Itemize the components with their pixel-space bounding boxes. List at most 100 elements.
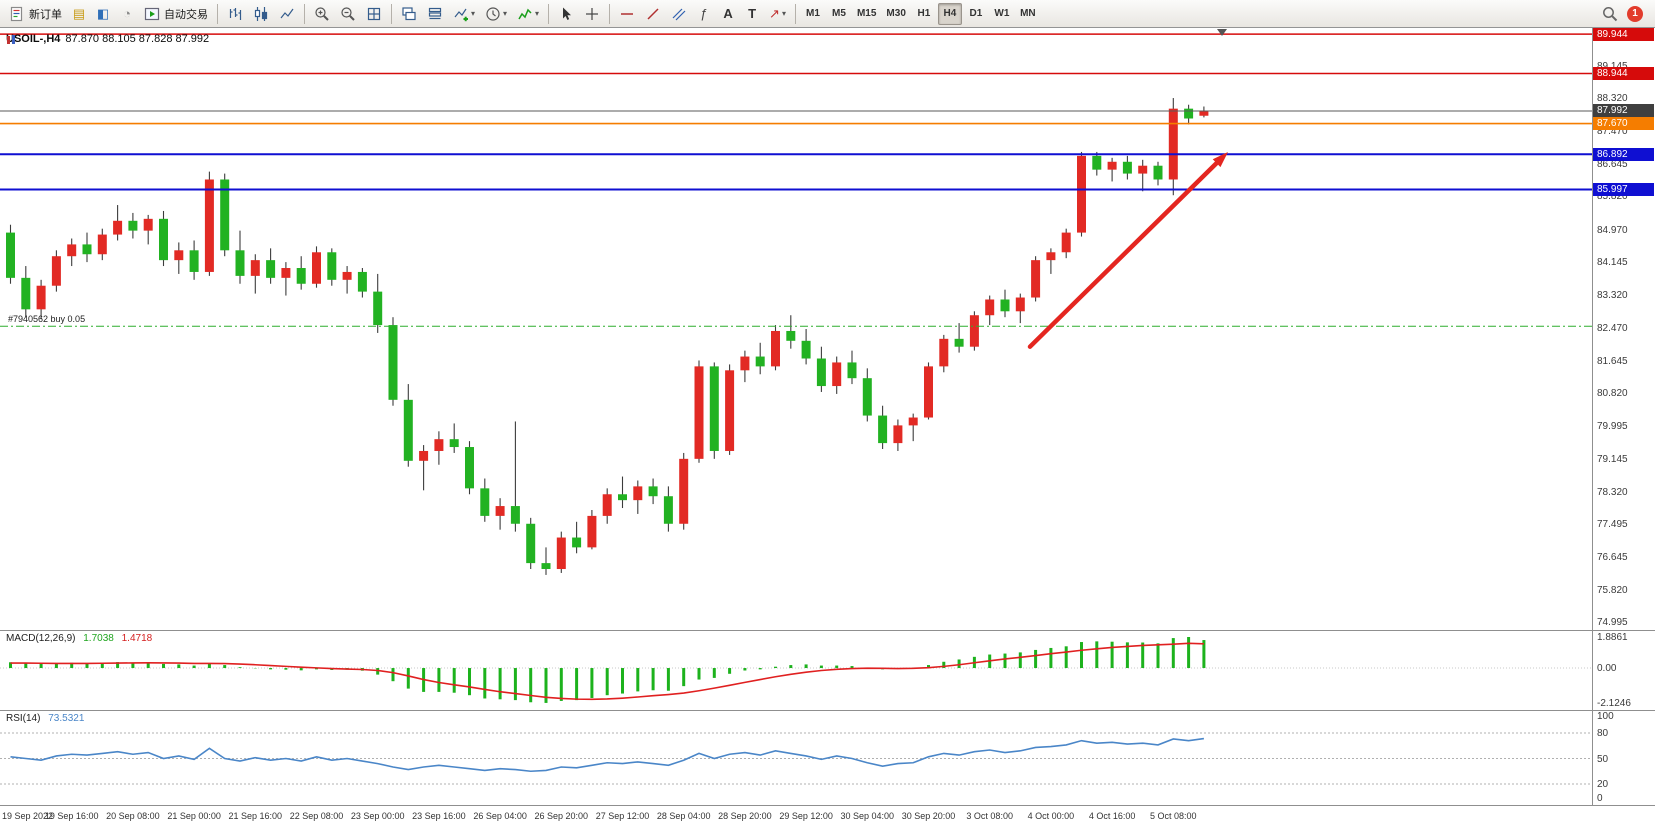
time-label: 4 Oct 00:00 — [1027, 811, 1075, 821]
candle-body — [1153, 165, 1163, 180]
candle-chart-button[interactable] — [249, 3, 273, 25]
price-axis[interactable]: 89.145 88.320 87.470 86.645 85.820 84.970 84.1… — [1593, 28, 1655, 630]
price-tick: 88.320 — [1597, 93, 1628, 105]
channel-icon — [671, 6, 687, 22]
time-label: 19 Sep 2022 — [2, 811, 54, 821]
chart-title-ohlc: 87.870 88.105 87.828 87.992 — [65, 33, 210, 45]
timeframe-m1[interactable]: M1 — [806, 8, 820, 19]
label-icon: T — [748, 6, 757, 21]
candle-body — [1199, 110, 1209, 116]
panel-separator[interactable] — [0, 630, 1655, 631]
candle-body — [1184, 108, 1194, 119]
timeframe-h4[interactable]: H4 — [937, 2, 962, 25]
timeframe-w1[interactable]: W1 — [994, 8, 1010, 19]
time-label: 4 Oct 16:00 — [1088, 811, 1136, 821]
candle-body — [969, 315, 979, 347]
autotrading-button-label: 自动交易 — [164, 8, 208, 21]
rsi-axis-label: 100 — [1597, 711, 1614, 722]
trend-arrow[interactable] — [1027, 160, 1219, 349]
timeframe-m15[interactable]: M15 — [856, 8, 877, 19]
candle-body — [1122, 161, 1132, 174]
candle-body — [740, 356, 750, 371]
search-button[interactable] — [1598, 3, 1622, 25]
market-watch-button[interactable]: ◧ — [92, 3, 114, 25]
text-button[interactable]: A — [717, 3, 739, 25]
candle-body — [954, 338, 964, 347]
channel-button[interactable] — [667, 3, 691, 25]
candle-body — [449, 439, 459, 448]
autotrading-button[interactable]: 自动交易 — [140, 3, 212, 25]
candle-body — [771, 330, 780, 367]
trendline-button[interactable] — [641, 3, 665, 25]
profiles-button[interactable]: ▤ — [68, 3, 90, 25]
rsi-panel — [0, 732, 1592, 785]
horizontal-line-button[interactable] — [615, 3, 639, 25]
timeframe-m5[interactable]: M5 — [832, 8, 846, 19]
price-tick: 79.145 — [1597, 454, 1628, 466]
time-label: 26 Sep 04:00 — [473, 811, 527, 821]
candle-body — [419, 450, 429, 461]
bar-chart-button[interactable] — [223, 3, 247, 25]
zoom-out-button[interactable] — [336, 3, 360, 25]
price-tick: 76.645 — [1597, 552, 1628, 564]
cursor-button[interactable] — [554, 3, 578, 25]
candle-body — [97, 234, 107, 255]
line-chart-icon — [279, 6, 295, 22]
label-button[interactable]: T — [741, 3, 763, 25]
new-chart-button[interactable]: ▾ — [449, 3, 479, 25]
price-tick: 74.995 — [1597, 617, 1628, 629]
candle-body — [725, 370, 735, 451]
crosshair-button[interactable] — [580, 3, 604, 25]
trend-arrow-head[interactable] — [1212, 151, 1228, 168]
candle-body — [113, 220, 123, 235]
chevron-down-icon: ▾ — [471, 9, 476, 18]
arrange-windows-button[interactable] — [397, 3, 421, 25]
timeframe-mn[interactable]: MN — [1020, 8, 1036, 19]
time-axis[interactable]: 19 Sep 2022 19 Sep 16:00 20 Sep 08:00 21 Se… — [0, 806, 1592, 828]
price-tick: 80.820 — [1597, 388, 1628, 400]
candle-body — [801, 340, 811, 359]
zoom-in-button[interactable] — [310, 3, 334, 25]
clock-icon — [485, 6, 501, 22]
candle-body — [1000, 299, 1010, 312]
macd-name: MACD(12,26,9) — [6, 633, 76, 644]
window-list-button[interactable] — [423, 3, 447, 25]
toolbar-separator — [217, 3, 218, 24]
fibonacci-button[interactable]: ƒ — [693, 3, 715, 25]
indicators-button[interactable]: ▾ — [513, 3, 543, 25]
timeframe-d1[interactable]: D1 — [969, 8, 983, 19]
candle-body — [1168, 108, 1178, 180]
candle-body — [908, 417, 918, 426]
chart-title: USOIL-,H4 87.870 88.105 87.828 87.992 — [6, 33, 209, 45]
axis-separator — [1592, 28, 1593, 805]
time-label: 21 Sep 16:00 — [228, 811, 283, 821]
candle-body — [847, 362, 857, 379]
candle-body — [51, 256, 61, 286]
navigator-button[interactable]: ◔ — [116, 3, 138, 25]
candle-body — [510, 506, 520, 524]
candle-body — [1015, 297, 1025, 312]
chart-shift-marker[interactable] — [1217, 29, 1227, 36]
candle-body — [1077, 155, 1086, 233]
tile-windows-button[interactable] — [362, 3, 386, 25]
notification-badge[interactable]: 1 — [1627, 5, 1643, 22]
price-tick: 84.145 — [1597, 257, 1628, 269]
candle-body — [465, 447, 474, 489]
new-order-button[interactable]: 新订单 — [5, 3, 66, 25]
price-label: 88.944 — [1593, 66, 1654, 80]
price-tick: 78.320 — [1597, 486, 1628, 498]
chart-title-symbol: USOIL-,H4 — [6, 33, 61, 45]
chevron-down-icon: ▾ — [781, 9, 786, 18]
line-chart-button[interactable] — [275, 3, 299, 25]
candle-body — [67, 244, 77, 257]
chevron-down-icon: ▾ — [535, 9, 540, 18]
chart-window-icon — [7, 34, 15, 44]
chart-cycles-button[interactable]: ▾ — [481, 3, 511, 25]
candle-body — [816, 358, 826, 387]
candle-body — [266, 260, 276, 278]
timeframe-h1[interactable]: H1 — [917, 8, 931, 19]
candle-body — [679, 458, 689, 524]
arrows-button[interactable]: ↗ ▾ — [765, 3, 790, 25]
timeframe-m30[interactable]: M30 — [886, 8, 906, 19]
panel-separator[interactable] — [0, 710, 1655, 711]
